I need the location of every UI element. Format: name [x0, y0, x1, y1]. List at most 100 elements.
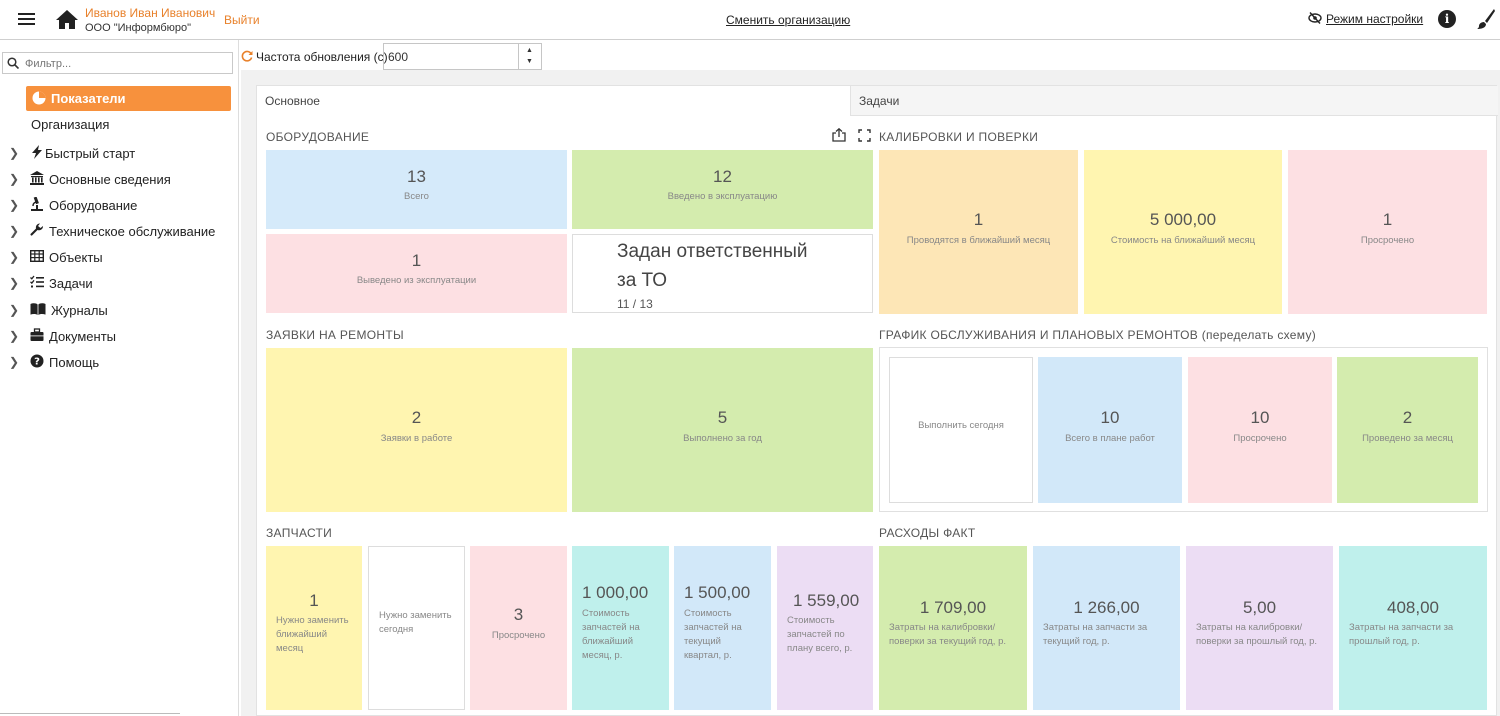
tile-value: 3 [513, 605, 524, 624]
tile-expenses-parts-previous[interactable]: 408,00 Затраты на запчасти за прошлый го… [1339, 546, 1487, 710]
refresh-interval-stepper[interactable]: 600 ▲ ▼ [383, 43, 542, 70]
caption-line: Затраты на запчасти за [1043, 622, 1148, 633]
sidebar-item-label: Оборудование [49, 198, 138, 213]
tile-parts-cost-quarter[interactable]: 1 500,00 Стоимость запчастей на текущий … [674, 546, 771, 710]
settings-mode-label: Режим настройки [1326, 12, 1424, 26]
briefcase-icon [30, 328, 44, 341]
sidebar: Показатели Организация ❯ Быстрый старт ❯… [0, 40, 239, 716]
tile-equipment-total[interactable]: 13 Всего [266, 150, 567, 229]
sidebar-item-objects[interactable]: ❯ Объекты [0, 247, 236, 271]
tile-caption: Стоимость запчастей на ближайший месяц, … [582, 607, 661, 663]
change-org-link[interactable]: Сменить организацию [726, 13, 851, 27]
tile-caption: Затраты на запчасти за прошлый год, р. [1349, 621, 1479, 649]
tile-schedule-plan-total[interactable]: 10 Всего в плане работ [1038, 357, 1182, 503]
tile-caption: Проводятся в ближайший месяц [906, 235, 1051, 246]
tile-value: 1 [309, 591, 319, 610]
tab-tasks[interactable]: Задачи [850, 86, 1498, 116]
filter-field[interactable] [2, 52, 233, 74]
caption-line: текущий [684, 636, 721, 647]
stepper-up-icon[interactable]: ▲ [526, 47, 533, 54]
tile-expenses-calib-previous[interactable]: 5,00 Затраты на калибровки/ поверки за п… [1186, 546, 1333, 710]
export-icon[interactable] [832, 128, 846, 142]
tile-schedule-today[interactable]: Выполнить сегодня [889, 357, 1033, 503]
tile-schedule-month-done[interactable]: 2 Проведено за месяц [1337, 357, 1478, 503]
tile-parts-replace-month[interactable]: 1 Нужно заменить ближайший месяц [266, 546, 362, 710]
tile-caption: Затраты на запчасти за текущий год, р. [1043, 621, 1172, 649]
book-icon [30, 303, 46, 315]
caption-line: Стоимость [787, 615, 835, 626]
tile-value: 10 [1100, 408, 1120, 427]
menu-icon[interactable] [18, 12, 36, 26]
question-icon: ? [30, 354, 44, 368]
caption-line: текущий год, р. [1043, 636, 1110, 647]
sidebar-item-organization[interactable]: Организация [31, 117, 110, 132]
tile-repairs-done[interactable]: 5 Выполнено за год [572, 348, 873, 512]
chevron-right-icon: ❯ [9, 198, 20, 212]
tile-calibration-cost[interactable]: 5 000,00 Стоимость на ближайший месяц [1084, 150, 1282, 314]
tile-caption: Выведено из эксплуатации [356, 275, 477, 286]
caption-line: поверки за прошлый год, р. [1196, 636, 1318, 647]
tile-value: 1 [411, 251, 422, 270]
tile-equipment-decommissioned[interactable]: 1 Выведено из эксплуатации [266, 234, 567, 313]
caption-line: Нужно заменить [276, 615, 349, 626]
brush-icon[interactable] [1476, 8, 1496, 30]
tile-value: 5,00 [1242, 598, 1277, 617]
tile-calibration-next-month[interactable]: 1 Проводятся в ближайший месяц [879, 150, 1078, 314]
tile-parts-overdue[interactable]: 3 Просрочено [470, 546, 567, 710]
refresh-interval-value[interactable]: 600 [388, 50, 409, 64]
tile-responsible-assigned[interactable]: Задан ответственный за ТО 11 / 13 [572, 234, 873, 313]
tasks-icon [30, 275, 44, 288]
org-name: ООО "Информбюро" [85, 22, 192, 34]
home-icon[interactable] [55, 9, 79, 30]
logout-link[interactable]: Выйти [224, 13, 260, 27]
stepper-down-icon[interactable]: ▼ [526, 58, 533, 65]
caption-line: запчастей на [684, 622, 742, 633]
sidebar-item-quick-start[interactable]: ❯ Быстрый старт [0, 143, 236, 167]
search-icon [7, 57, 19, 69]
refresh-icon[interactable] [241, 50, 253, 62]
tile-value: 1 [1382, 210, 1393, 229]
sidebar-item-journals[interactable]: ❯ Журналы [0, 300, 236, 324]
tile-value: 1 266,00 [1073, 598, 1140, 617]
tile-parts-replace-today[interactable]: Нужно заменить сегодня [368, 546, 465, 710]
tile-value: 1 559,00 [793, 591, 860, 610]
sidebar-item-indicators[interactable]: Показатели [26, 86, 231, 111]
tile-expenses-parts-current[interactable]: 1 266,00 Затраты на запчасти за текущий … [1033, 546, 1180, 710]
tab-main[interactable]: Основное [257, 86, 850, 115]
tile-value: 1 709,00 [919, 598, 987, 617]
filter-input[interactable] [23, 55, 227, 73]
tile-parts-cost-month[interactable]: 1 000,00 Стоимость запчастей на ближайши… [572, 546, 669, 710]
chevron-right-icon: ❯ [9, 224, 20, 238]
tile-equipment-in-service[interactable]: 12 Введено в эксплуатацию [572, 150, 873, 229]
tile-repairs-in-work[interactable]: 2 Заявки в работе [266, 348, 567, 512]
info-icon[interactable]: i [1438, 10, 1456, 28]
sidebar-item-general-info[interactable]: ❯ Основные сведения [0, 169, 236, 193]
fullscreen-icon[interactable] [858, 129, 871, 142]
caption-line: прошлый год, р. [1349, 636, 1420, 647]
sidebar-scrollbar[interactable] [0, 713, 180, 714]
bank-icon [30, 171, 44, 185]
tile-parts-cost-plan[interactable]: 1 559,00 Стоимость запчастей по плану вс… [777, 546, 873, 710]
sidebar-item-equipment[interactable]: ❯ Оборудование [0, 195, 236, 219]
caption-line: запчастей на [582, 622, 640, 633]
sidebar-item-tasks[interactable]: ❯ Задачи [0, 273, 236, 297]
refresh-label: Частота обновления (с) [256, 50, 388, 64]
tile-value: 408,00 [1387, 598, 1439, 617]
tile-value: 1 000,00 [582, 583, 649, 602]
settings-mode-link[interactable]: Режим настройки [1308, 12, 1423, 26]
sidebar-item-label: Объекты [49, 250, 103, 265]
section-title-schedule: ГРАФИК ОБСЛУЖИВАНИЯ И ПЛАНОВЫХ РЕМОНТОВ … [879, 328, 1317, 342]
tile-caption: Затраты на калибровки/ поверки за прошлы… [1196, 621, 1325, 649]
tile-schedule-overdue[interactable]: 10 Просрочено [1188, 357, 1332, 503]
sidebar-item-documents[interactable]: ❯ Документы [0, 326, 236, 350]
sidebar-item-maintenance[interactable]: ❯ Техническое обслуживание [0, 221, 236, 245]
tile-calibration-overdue[interactable]: 1 Просрочено [1288, 150, 1487, 314]
sidebar-item-help[interactable]: ❯ ? Помощь [0, 352, 236, 376]
section-title-parts: ЗАПЧАСТИ [266, 526, 333, 540]
tile-value: 5 000,00 [1149, 210, 1217, 229]
tile-caption: Просрочено [1233, 433, 1287, 444]
caption-line: Затраты на калибровки/ [889, 622, 996, 633]
tile-value: 2 [411, 408, 422, 427]
section-title-repairs: ЗАЯВКИ НА РЕМОНТЫ [266, 328, 404, 342]
tile-expenses-calib-current[interactable]: 1 709,00 Затраты на калибровки/ поверки … [879, 546, 1027, 710]
